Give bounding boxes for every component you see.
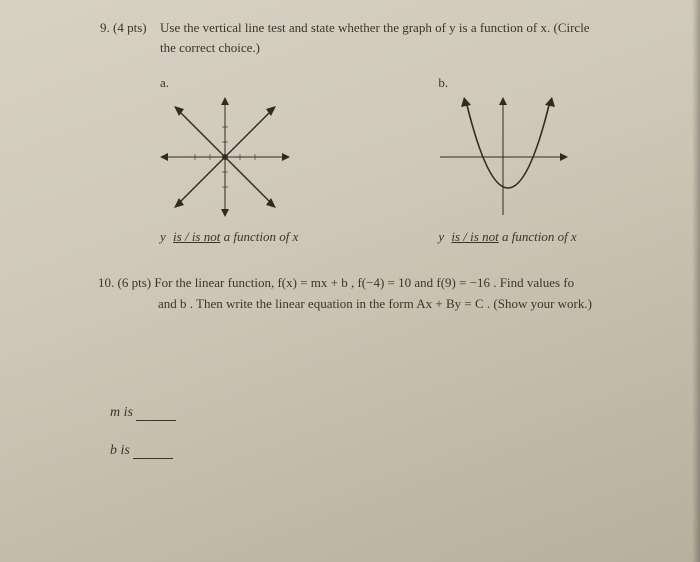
q9a-y: y [160, 229, 166, 244]
q9-number: 9. (4 pts) [100, 18, 160, 57]
q9a-suffix: a function of x [224, 229, 299, 244]
q9-graphs-row: a. [160, 75, 670, 245]
q9a-choice: is / is not [173, 229, 220, 244]
q9b-label: b. [438, 75, 576, 91]
q9a-graph [160, 97, 290, 217]
b-label: b is [110, 443, 130, 458]
q10-line2: and b . Then write the linear equation i… [158, 294, 670, 315]
b-blank [133, 445, 173, 459]
q9-prompt: Use the vertical line test and state whe… [160, 18, 670, 57]
q10-number: 10. (6 pts) [98, 275, 151, 290]
q9b-suffix: a function of x [502, 229, 577, 244]
question-9: 9. (4 pts) Use the vertical line test an… [60, 18, 670, 245]
q9-header: 9. (4 pts) Use the vertical line test an… [100, 18, 670, 57]
q9-part-b: b. y is / is not a function of [438, 75, 576, 245]
m-answer-row: m is [110, 405, 670, 421]
b-answer-row: b is [110, 443, 670, 459]
graph-a-svg [160, 97, 290, 217]
q9-prompt-line2: the correct choice.) [160, 40, 260, 55]
q9-prompt-line1: Use the vertical line test and state whe… [160, 20, 590, 35]
q9b-graph [438, 97, 568, 217]
q9a-label: a. [160, 75, 298, 91]
m-blank [136, 407, 176, 421]
page-edge-shadow [692, 0, 700, 562]
m-label: m is [110, 405, 133, 420]
q9b-answer: y is / is not a function of x [438, 229, 576, 245]
q9b-choice: is / is not [451, 229, 498, 244]
worksheet-page: 9. (4 pts) Use the vertical line test an… [0, 0, 700, 562]
q9-part-a: a. [160, 75, 298, 245]
q9a-answer: y is / is not a function of x [160, 229, 298, 245]
question-10: 10. (6 pts) For the linear function, f(x… [98, 273, 670, 315]
graph-b-svg [438, 97, 568, 217]
q10-answers: m is b is [110, 405, 670, 459]
q10-line1: For the linear function, f(x) = mx + b ,… [154, 275, 574, 290]
q9b-y: y [438, 229, 444, 244]
